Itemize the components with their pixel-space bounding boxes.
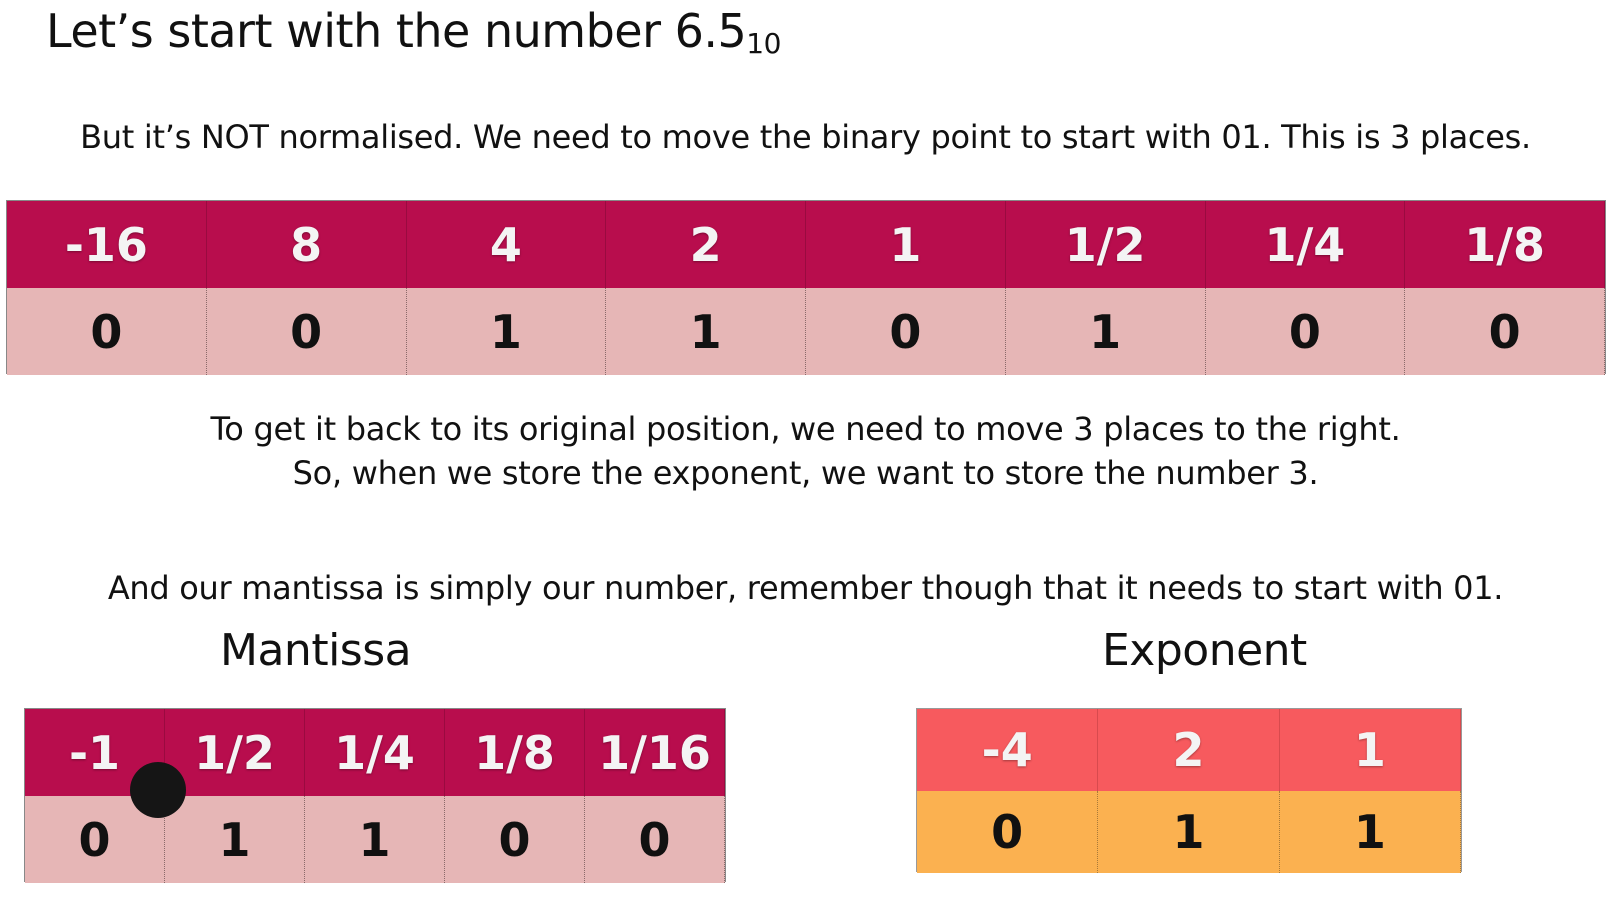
mantissa-value-cell: 0 xyxy=(445,796,585,883)
exponent-header-cell: -4 xyxy=(917,709,1099,791)
place-value-value-cell: 0 xyxy=(806,288,1006,375)
place-value-value-cell: 0 xyxy=(1405,288,1605,375)
place-value-value-cell: 0 xyxy=(7,288,207,375)
mantissa-note-text: And our mantissa is simply our number, r… xyxy=(107,569,1504,607)
place-value-header-cell: 1/2 xyxy=(1005,201,1206,288)
mantissa-header-cell: 1/16 xyxy=(585,709,725,796)
mantissa-header-cell: 1/4 xyxy=(305,709,445,796)
place-value-value-cell: 1 xyxy=(606,288,806,375)
place-value-header-cell: 2 xyxy=(606,201,806,288)
mantissa-value-cell: 0 xyxy=(585,796,725,883)
exponent-value-cell: 0 xyxy=(917,791,1099,873)
exponent-value-cell: 1 xyxy=(1098,791,1280,873)
mantissa-table: -1 1/2 1/4 1/8 1/16 0 1 1 0 0 xyxy=(24,708,726,883)
mantissa-header-cell: -1 xyxy=(25,709,165,796)
page-title: Let’s start with the number 6.510 xyxy=(46,4,781,60)
place-value-value-cell: 1 xyxy=(1005,288,1206,375)
exponent-table: -4 2 1 0 1 1 xyxy=(916,708,1462,873)
place-value-header-cell: 8 xyxy=(206,201,407,288)
place-value-value-cell: 1 xyxy=(406,288,607,375)
title-subscript: 10 xyxy=(746,27,781,60)
binary-point-marker xyxy=(130,762,186,818)
mantissa-value-cell: 1 xyxy=(305,796,445,883)
not-normalised-text: But it’s NOT normalised. We need to move… xyxy=(80,118,1531,156)
place-value-value-cell: 0 xyxy=(206,288,407,375)
mantissa-header-cell: 1/8 xyxy=(445,709,585,796)
mantissa-header-cell: 1/2 xyxy=(165,709,305,796)
place-value-header-cell: 1/4 xyxy=(1205,201,1406,288)
place-value-header-cell: 1/8 xyxy=(1405,201,1605,288)
place-value-header-cell: -16 xyxy=(7,201,207,288)
title-text: Let’s start with the number 6.5 xyxy=(46,4,747,58)
explanation-line-2: So, when we store the exponent, we want … xyxy=(292,454,1319,492)
exponent-header-cell: 2 xyxy=(1098,709,1280,791)
mantissa-title: Mantissa xyxy=(220,625,412,676)
exponent-value-cell: 1 xyxy=(1279,791,1461,873)
place-value-table: -16 8 4 2 1 1/2 1/4 1/8 0 0 1 1 0 1 0 0 xyxy=(6,200,1606,375)
mantissa-value-cell: 1 xyxy=(165,796,305,883)
place-value-value-cell: 0 xyxy=(1205,288,1406,375)
place-value-header-cell: 4 xyxy=(406,201,607,288)
exponent-title: Exponent xyxy=(1102,625,1307,676)
place-value-header-cell: 1 xyxy=(806,201,1006,288)
exponent-header-cell: 1 xyxy=(1279,709,1461,791)
explanation-line-1: To get it back to its original position,… xyxy=(210,410,1401,448)
